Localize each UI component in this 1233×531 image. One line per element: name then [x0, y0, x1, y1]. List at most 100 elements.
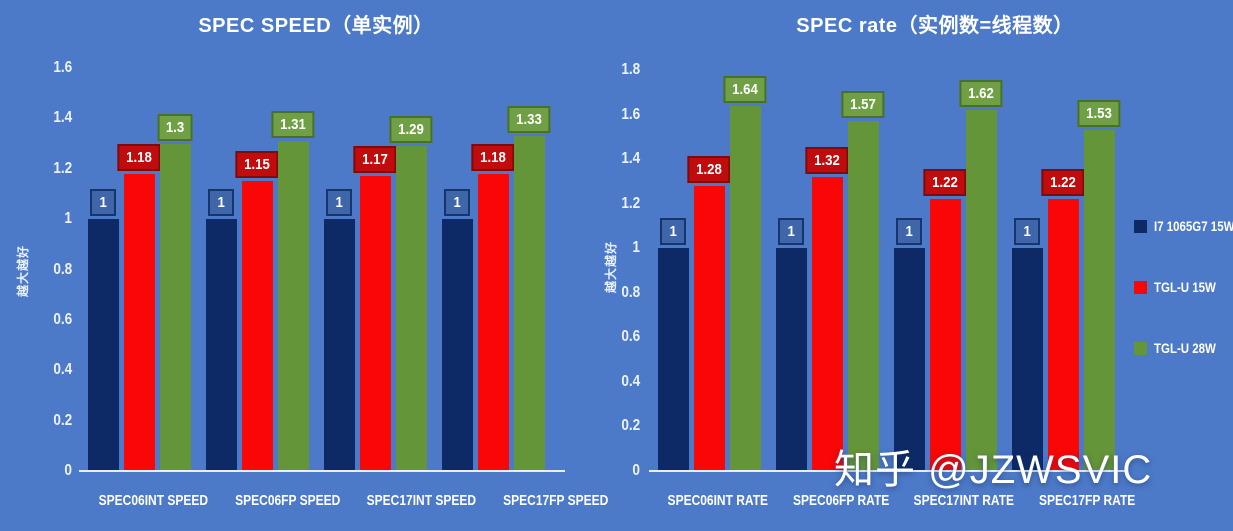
bar-group: 1 1.22 1.62 — [893, 70, 1003, 471]
bar-value-label: 1 — [208, 189, 234, 217]
x-axis-labels: SPEC06INT SPEED SPEC06FP SPEED SPEC17INT S… — [85, 492, 609, 510]
bar-green: 1.33 — [507, 106, 551, 471]
legend-item: TGL-U 28W — [1134, 341, 1233, 355]
bar-value-label: 1.29 — [389, 116, 433, 144]
y-axis: 0 0.2 0.4 0.6 0.8 1 1.2 1.4 1.6 1.8 — [594, 62, 640, 479]
bar-value-label: 1.64 — [723, 75, 767, 103]
x-category-label: SPEC17INT SPEED — [366, 492, 477, 509]
y-tick-label: 0.8 — [621, 283, 640, 301]
legend-swatch-green — [1134, 341, 1147, 355]
bar-value-label: 1.33 — [507, 106, 551, 134]
bar-value-label: 1.18 — [471, 143, 515, 171]
y-tick-label: 1.6 — [621, 105, 640, 123]
bar-red: 1.28 — [687, 155, 731, 471]
y-tick-label: 1.6 — [53, 59, 72, 76]
x-category-label: SPEC17FP SPEED — [503, 492, 609, 509]
bar-group: 1 1.28 1.64 — [657, 70, 767, 471]
legend-item: I7 1065G7 15W — [1134, 219, 1233, 233]
x-category-label: SPEC06FP SPEED — [234, 492, 341, 509]
bar-value-label: 1 — [444, 189, 470, 217]
bar-red: 1.18 — [471, 143, 515, 471]
bar-value-label: 1.28 — [687, 155, 731, 183]
legend-label: TGL-U 28W — [1154, 340, 1216, 356]
x-category-label: SPEC17FP RATE — [1038, 492, 1135, 509]
y-tick-label: 0 — [64, 462, 72, 479]
y-tick-label: 1 — [64, 210, 72, 228]
bar-green: 1.57 — [841, 91, 885, 471]
x-category-label: SPEC06FP RATE — [792, 492, 889, 509]
y-tick-label: 0.6 — [621, 328, 640, 346]
bar-value-label: 1.62 — [959, 80, 1003, 108]
bar-red: 1.18 — [117, 143, 161, 471]
bar-value-label: 1 — [326, 189, 352, 217]
bar-red: 1.32 — [805, 146, 849, 471]
bar-group: 1 1.32 1.57 — [775, 70, 885, 471]
bar-navy: 1 — [205, 189, 237, 471]
bar-value-label: 1.22 — [923, 169, 967, 197]
plot-area: 1 1.18 1.3 1 1.15 1.31 1 1.17 1.29 1 1.18 1.33 — [79, 68, 565, 472]
bar-value-label: 1 — [660, 218, 686, 246]
bar-value-label: 1.31 — [271, 111, 315, 139]
y-tick-label: 1 — [632, 239, 640, 257]
bar-group: 1 1.22 1.53 — [1011, 70, 1121, 471]
bar-value-label: 1 — [1014, 218, 1040, 246]
y-tick-label: 1.2 — [621, 194, 640, 212]
bar-navy: 1 — [893, 218, 925, 471]
bar-red: 1.15 — [235, 151, 279, 471]
bar-value-label: 1.3 — [157, 113, 193, 141]
y-tick-label: 1.4 — [53, 109, 72, 127]
bar-value-label: 1.32 — [805, 146, 849, 174]
zhihu-watermark: 知乎 @JZWSVIC — [834, 448, 1153, 492]
bar-green: 1.53 — [1077, 100, 1121, 471]
bar-red: 1.17 — [353, 146, 397, 471]
y-tick-label: 1.8 — [621, 61, 640, 78]
bar-red: 1.22 — [1041, 169, 1085, 471]
bar-value-label: 1.15 — [235, 151, 279, 179]
bar-navy: 1 — [323, 189, 355, 471]
bar-navy: 1 — [1011, 218, 1043, 471]
y-tick-label: 1.4 — [621, 150, 640, 168]
legend-label: I7 1065G7 15W — [1154, 218, 1233, 234]
chart-title: SPEC SPEED（单实例） — [198, 15, 434, 37]
bar-group: 1 1.15 1.31 — [205, 68, 315, 471]
y-axis: 0 0.2 0.4 0.6 0.8 1 1.2 1.4 1.6 — [26, 60, 72, 479]
legend-label: TGL-U 15W — [1154, 279, 1216, 295]
plot-area: 1 1.28 1.64 1 1.32 1.57 1 1.22 1.62 1 1.22 1.53 — [649, 70, 1128, 472]
y-tick-label: 0.2 — [621, 417, 640, 435]
bar-green: 1.64 — [723, 75, 767, 471]
y-tick-label: 0.4 — [621, 372, 640, 390]
bar-navy: 1 — [775, 218, 807, 471]
bar-red: 1.22 — [923, 169, 967, 471]
y-tick-label: 1.2 — [53, 159, 72, 177]
bar-group: 1 1.17 1.29 — [323, 68, 433, 471]
x-axis-labels: SPEC06INT RATE SPEC06FP RATE SPEC17INT RAT… — [655, 492, 1135, 510]
y-tick-label: 0.8 — [53, 260, 72, 278]
chart-legend: I7 1065G7 15W TGL-U 15W TGL-U 28W — [1134, 219, 1233, 355]
bar-value-label: 1.57 — [841, 91, 885, 119]
y-tick-label: 0.2 — [53, 411, 72, 429]
x-category-label: SPEC17INT RATE — [913, 492, 1014, 509]
x-category-label: SPEC06INT SPEED — [98, 492, 209, 509]
bar-value-label: 1.17 — [353, 146, 397, 174]
bar-value-label: 1 — [90, 189, 116, 217]
y-tick-label: 0 — [632, 462, 640, 479]
bar-green: 1.62 — [959, 80, 1003, 471]
chart-title: SPEC rate（实例数=线程数） — [796, 15, 1074, 37]
bar-value-label: 1.18 — [117, 143, 161, 171]
bar-value-label: 1 — [896, 218, 922, 246]
bar-navy: 1 — [657, 218, 689, 471]
legend-item: TGL-U 15W — [1134, 280, 1233, 294]
bar-green: 1.29 — [389, 116, 433, 471]
bar-value-label: 1 — [778, 218, 804, 246]
x-category-label: SPEC06INT RATE — [667, 492, 769, 509]
bar-navy: 1 — [87, 189, 119, 471]
bar-group: 1 1.18 1.3 — [87, 68, 193, 471]
y-tick-label: 0.6 — [53, 310, 72, 328]
bar-green: 1.31 — [271, 111, 315, 471]
bar-green: 1.3 — [157, 113, 193, 471]
bar-value-label: 1.53 — [1077, 100, 1121, 128]
bar-group: 1 1.18 1.33 — [441, 68, 551, 471]
y-tick-label: 0.4 — [53, 361, 72, 379]
bar-value-label: 1.22 — [1041, 169, 1085, 197]
